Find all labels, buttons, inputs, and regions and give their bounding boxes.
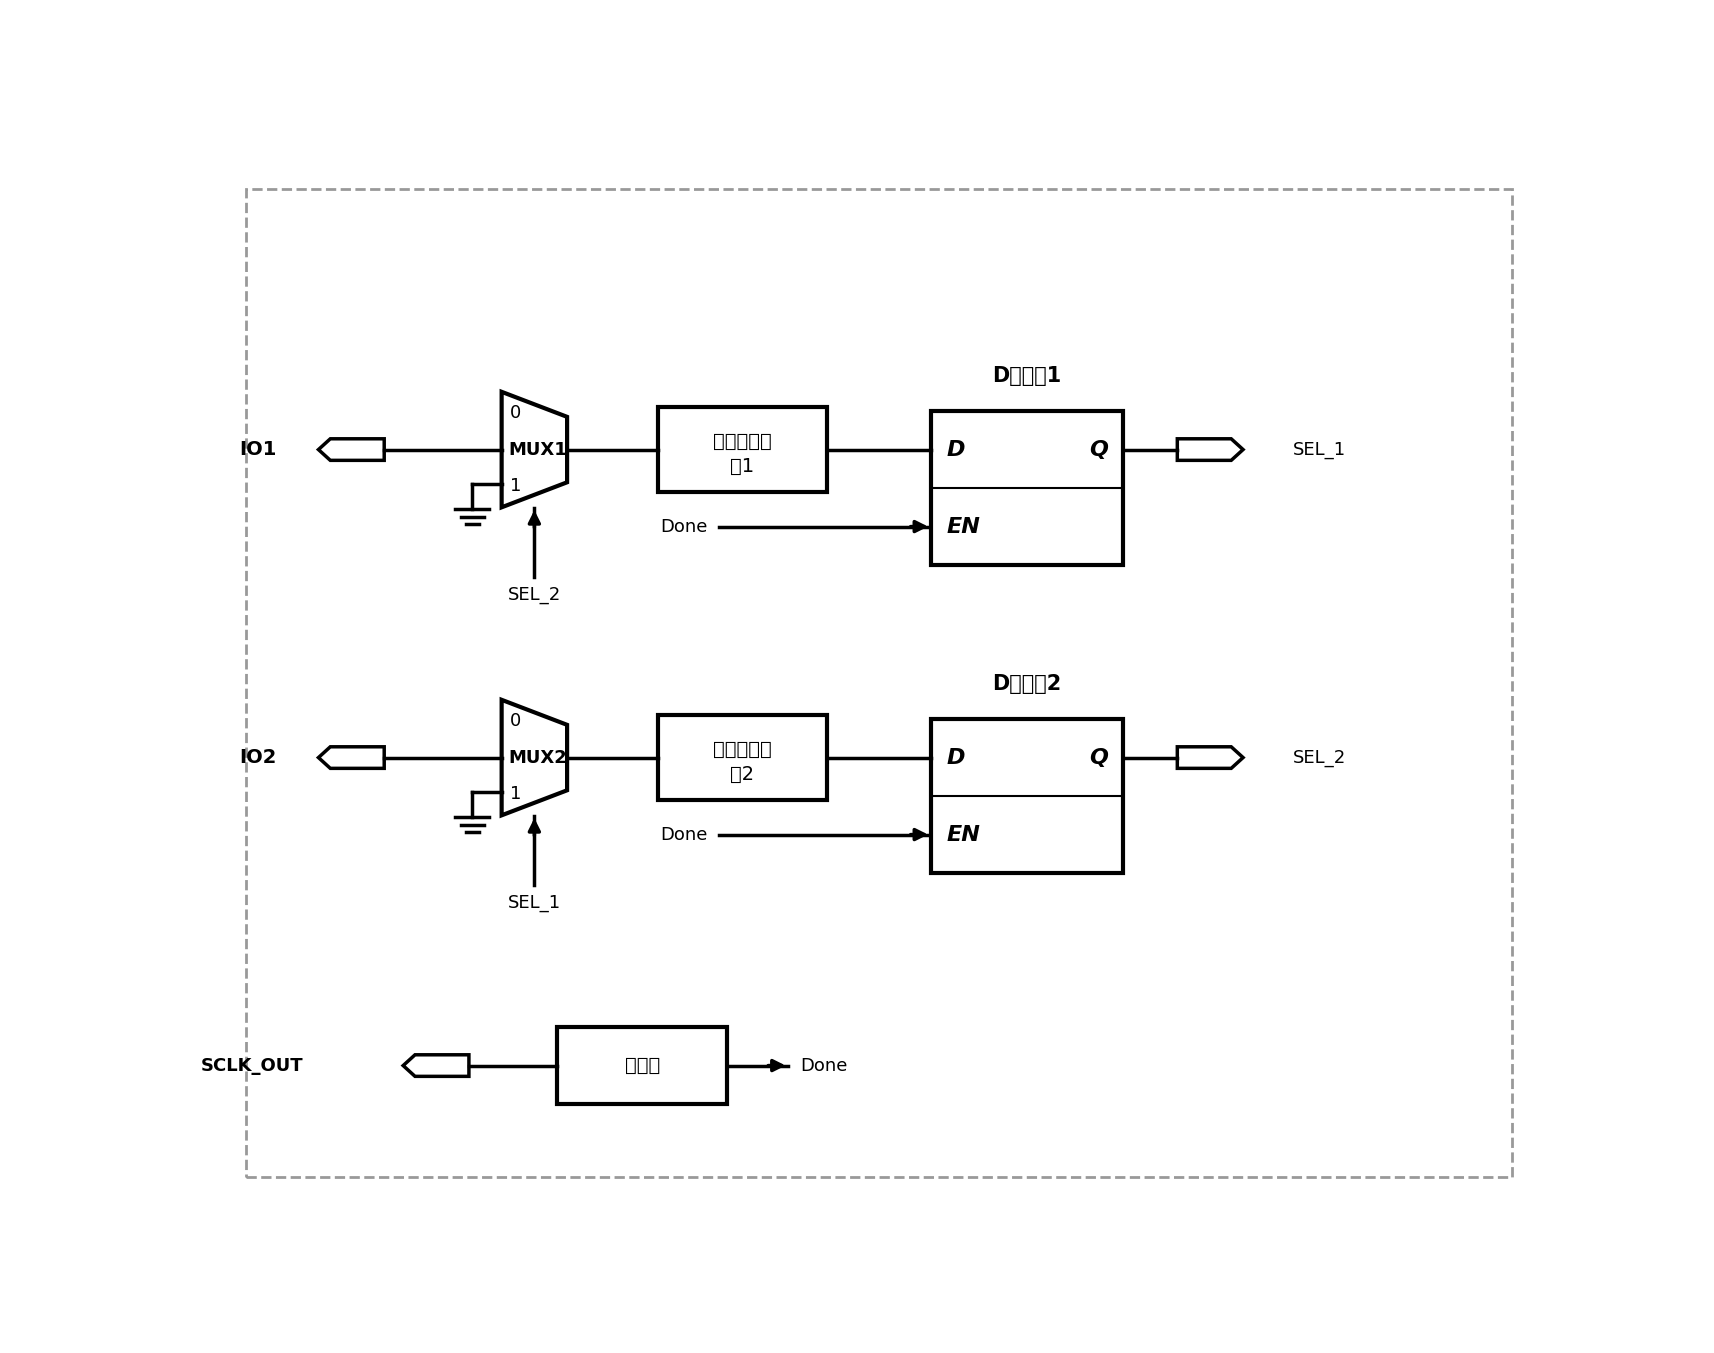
Bar — [931, 718, 1123, 873]
Text: 计数器: 计数器 — [624, 1057, 660, 1076]
Text: MUX2: MUX2 — [509, 748, 567, 767]
Polygon shape — [319, 438, 384, 460]
Polygon shape — [319, 747, 384, 769]
Text: D锁存器2: D锁存器2 — [992, 674, 1061, 694]
Polygon shape — [502, 392, 567, 507]
Text: SEL_1: SEL_1 — [507, 894, 560, 912]
Text: 脉冲扩展电: 脉冲扩展电 — [713, 740, 771, 759]
Bar — [656, 407, 826, 492]
Text: EN: EN — [946, 824, 980, 844]
Text: D: D — [946, 440, 965, 460]
Polygon shape — [403, 1055, 468, 1077]
Text: Q: Q — [1088, 440, 1107, 460]
Text: 1: 1 — [509, 785, 521, 802]
Text: 0: 0 — [509, 405, 521, 422]
Text: SEL_2: SEL_2 — [507, 586, 560, 603]
Text: 路2: 路2 — [730, 764, 754, 783]
Text: Done: Done — [799, 1057, 847, 1074]
Text: SEL_2: SEL_2 — [1292, 748, 1345, 767]
Text: 路1: 路1 — [730, 457, 754, 476]
Text: 0: 0 — [509, 713, 521, 731]
Text: 脉冲扩展电: 脉冲扩展电 — [713, 433, 771, 452]
Polygon shape — [1176, 438, 1243, 460]
Text: EN: EN — [946, 517, 980, 537]
Text: Done: Done — [660, 518, 708, 536]
Bar — [931, 411, 1123, 566]
Text: Done: Done — [660, 825, 708, 843]
Text: SCLK_OUT: SCLK_OUT — [201, 1057, 303, 1074]
Text: SEL_1: SEL_1 — [1292, 441, 1345, 459]
Text: Q: Q — [1088, 748, 1107, 767]
Text: D锁存器1: D锁存器1 — [992, 367, 1061, 387]
Text: MUX1: MUX1 — [509, 441, 567, 459]
Text: D: D — [946, 748, 965, 767]
Text: IO1: IO1 — [238, 440, 276, 459]
Text: IO2: IO2 — [238, 748, 276, 767]
Bar — [656, 716, 826, 800]
Polygon shape — [1176, 747, 1243, 769]
Text: 1: 1 — [509, 476, 521, 495]
Bar — [557, 1027, 727, 1104]
Polygon shape — [502, 700, 567, 816]
